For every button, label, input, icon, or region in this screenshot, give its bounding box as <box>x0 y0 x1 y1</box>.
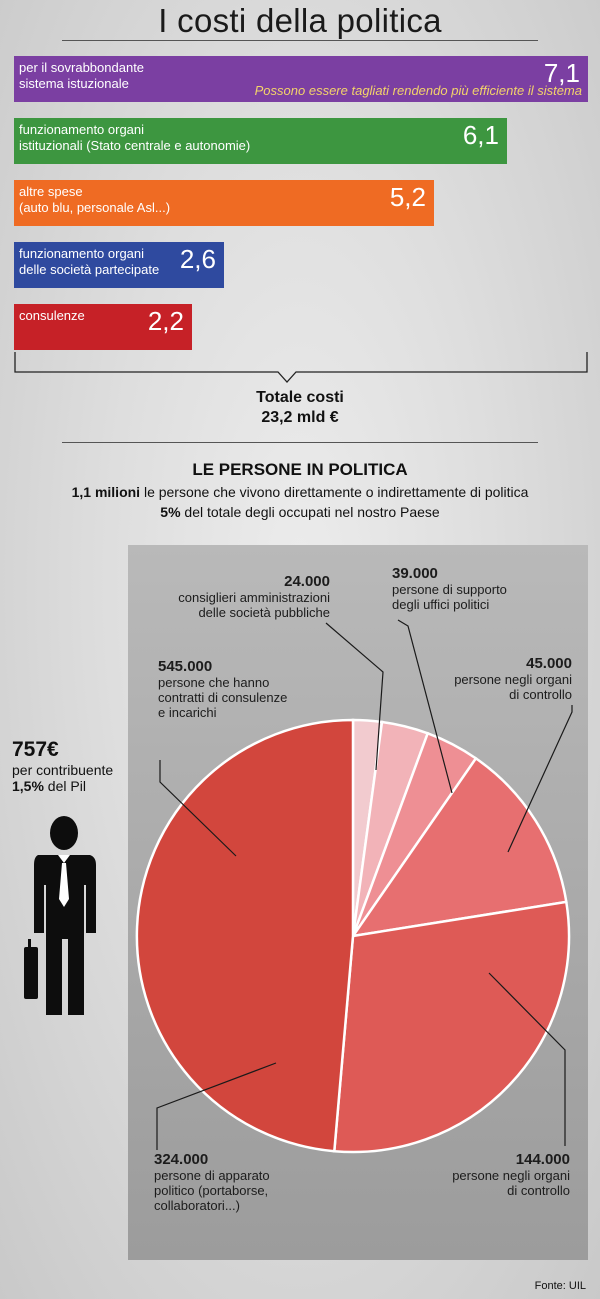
pie-label-45000: 45.000 persone negli organi di controllo <box>392 656 572 702</box>
pie-leader-line <box>325 622 384 771</box>
pie-slice <box>350 756 568 938</box>
total-brace <box>14 352 588 383</box>
section-title: LE PERSONE IN POLITICA <box>192 460 408 479</box>
person-amount: 757€ <box>12 738 59 761</box>
section-line-2-bold: 5% <box>160 504 181 520</box>
cost-bar-label-line: consulenze <box>19 308 85 323</box>
person-pil-percent: 1,5% <box>12 778 44 794</box>
pie-label-text: di controllo <box>507 1183 570 1198</box>
cost-bar-value: 6,1 <box>462 120 499 150</box>
pie-label-value: 39.000 <box>392 565 438 582</box>
pie-leader-line <box>507 705 573 853</box>
pie-label-text: collaboratori...) <box>154 1198 240 1213</box>
pie-label-text: e incarichi <box>158 705 217 720</box>
cost-bar-label: per il sovrabbondante sistema istuzionale <box>19 60 144 92</box>
pie-label-text: delle società pubbliche <box>198 605 330 620</box>
section-line-1-bold: 1,1 milioni <box>71 484 141 500</box>
cost-bar-label-line: (auto blu, personale Asl...) <box>19 200 171 215</box>
pie-label-text: consiglieri amministrazioni <box>178 590 330 605</box>
pie-label-text: politico (portaborse, <box>154 1183 269 1198</box>
person-text: per contribuente <box>12 762 114 778</box>
businessman-icon <box>24 816 96 1015</box>
section-line-1-text: le persone che vivono direttamente o ind… <box>140 484 529 500</box>
cost-bar: consulenze 2,2 <box>14 304 192 350</box>
cost-bar-label-line: istituzionali (Stato centrale e autonomi… <box>19 138 251 153</box>
pie-label-text: persone di supporto <box>392 582 507 597</box>
cost-bar-label-line: altre spese <box>19 184 83 199</box>
pie-label-value: 545.000 <box>158 658 213 675</box>
cost-bar-label-line: delle società partecipate <box>19 262 160 277</box>
pie-label-text: persone di apparato <box>154 1168 270 1183</box>
cost-bar-label: funzionamento organi delle società partec… <box>19 246 159 278</box>
cost-bar-label-line: per il sovrabbondante <box>19 60 145 75</box>
cost-bar-label: funzionamento organi istituzionali (Stato… <box>19 122 250 154</box>
pie-label-545000: 545.000 persone che hanno contratti di c… <box>158 659 358 720</box>
section-line-1: 1,1 milioni le persone che vivono dirett… <box>0 484 600 500</box>
pie-label-text: persone che hanno <box>158 675 270 690</box>
cost-bar-label: consulenze <box>19 308 85 324</box>
cost-bar-label: altre spese (auto blu, personale Asl...) <box>19 184 170 216</box>
pie-label-text: contratti di consulenze <box>158 690 288 705</box>
pie-slice <box>135 718 355 1153</box>
total-label: Totale costi <box>256 389 344 406</box>
title-divider <box>62 40 538 41</box>
pie-label-value: 45.000 <box>526 655 572 672</box>
cost-bar: altre spese (auto blu, personale Asl...) 5… <box>14 180 434 226</box>
pie-label-text: degli uffici politici <box>392 597 490 612</box>
cost-bar-value: 5,2 <box>389 182 426 212</box>
pie-label-324000: 324.000 persone di apparato politico (po… <box>154 1152 334 1213</box>
person-callout: 757€ per contribuente 1,5% del Pil <box>12 738 132 794</box>
section-line-2: 5% del totale degli occupati nel nostro … <box>0 504 600 520</box>
cost-bar-value: 7,1 <box>543 58 580 88</box>
pie-leader-line <box>488 972 566 1146</box>
cost-bar-label-line: sistema istuzionale <box>19 76 129 91</box>
cost-bar-value: 2,6 <box>179 244 216 274</box>
pie-leader-line <box>159 760 237 857</box>
cost-bar-value: 2,2 <box>147 306 184 336</box>
page-title: I costi della politica <box>158 2 442 39</box>
section-divider <box>62 442 538 443</box>
section-line-2-text: del totale degli occupati nel nostro Pae… <box>180 504 440 520</box>
pie-leader-line <box>156 1062 277 1150</box>
pie-label-text: di controllo <box>509 687 572 702</box>
pie-slice <box>332 900 571 1154</box>
cost-bar-note: Possono essere tagliati rendendo più eff… <box>254 83 582 98</box>
cost-bar: funzionamento organi istituzionali (Stato… <box>14 118 507 164</box>
pie-label-text: persone negli organi <box>452 1168 570 1183</box>
pie-leader-line <box>397 619 453 794</box>
cost-bar-label-line: funzionamento organi <box>19 246 145 261</box>
pie-label-24000: 24.000 consiglieri amministrazioni delle… <box>130 574 330 620</box>
pie-label-text: persone negli organi <box>454 672 572 687</box>
cost-bar-label-line: funzionamento organi <box>19 122 145 137</box>
cost-bar: per il sovrabbondante sistema istuzionale… <box>14 56 588 102</box>
pie-label-value: 144.000 <box>515 1151 570 1168</box>
person-pil-label: del Pil <box>43 778 86 794</box>
pie-label-39000: 39.000 persone di supporto degli uffici … <box>392 566 572 612</box>
person-text-2: 1,5% del Pil <box>12 778 132 794</box>
pie-label-value: 324.000 <box>154 1151 209 1168</box>
pie-label-144000: 144.000 persone negli organi di controll… <box>390 1152 570 1198</box>
pie-label-value: 24.000 <box>284 573 330 590</box>
source-note: Fonte: UIL <box>534 1280 586 1292</box>
cost-bar: funzionamento organi delle società partec… <box>14 242 224 288</box>
total-value: 23,2 mld € <box>261 409 339 426</box>
